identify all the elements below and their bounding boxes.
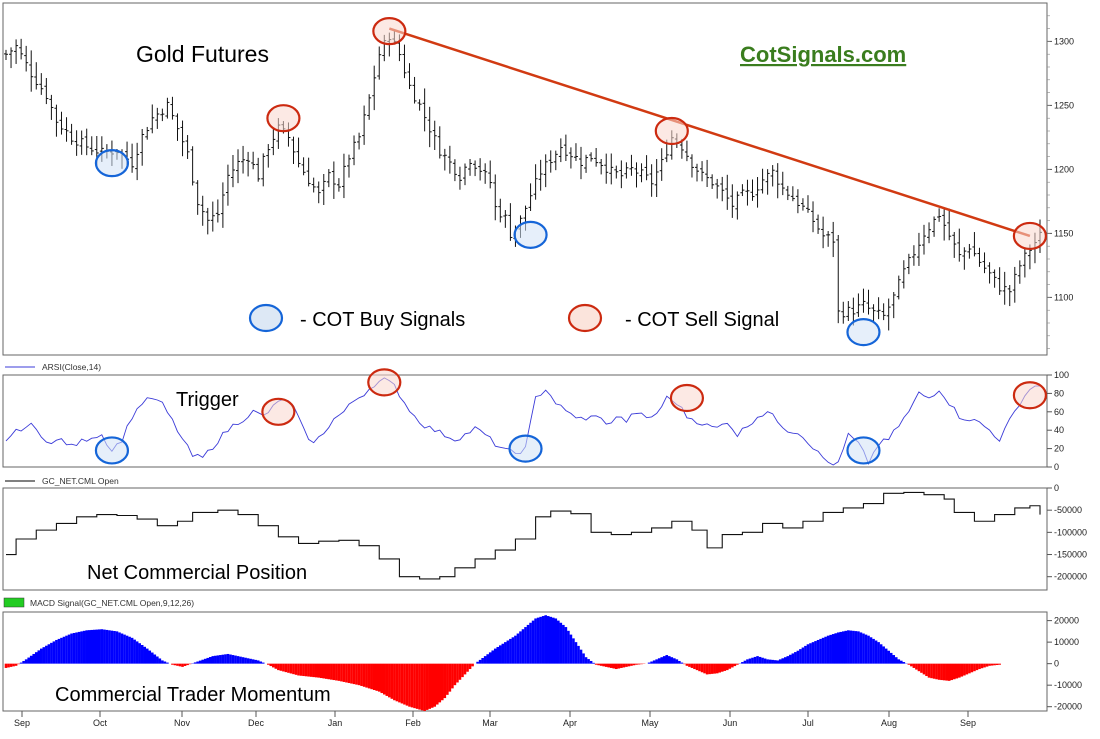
sell-signal-circle xyxy=(654,116,689,146)
legend-buy-label: - COT Buy Signals xyxy=(300,309,465,331)
x-tick-label: Feb xyxy=(405,718,421,728)
y-tick-label: -20000 xyxy=(1054,702,1082,712)
buy-signal-circle xyxy=(513,220,548,249)
macd-layer xyxy=(4,615,1001,711)
x-tick-label: Dec xyxy=(248,718,265,728)
y-tick-label: 0 xyxy=(1054,659,1059,669)
y-tick-label: 20000 xyxy=(1054,616,1079,626)
y-tick-label: -50000 xyxy=(1054,505,1082,515)
y-tick-label: 80 xyxy=(1054,388,1064,398)
sell-signal-circle xyxy=(266,104,301,133)
x-tick-label: Nov xyxy=(174,718,191,728)
y-tick-label: 1250 xyxy=(1054,100,1074,110)
buy-signal-circle xyxy=(846,436,881,465)
sell-signal-circle xyxy=(372,17,407,46)
y-tick-label: -100000 xyxy=(1054,527,1087,537)
sell-signal-circle xyxy=(1012,221,1048,251)
buy-signal-circle xyxy=(94,149,130,178)
chart-title: Gold Futures xyxy=(136,41,269,67)
y-tick-label: 40 xyxy=(1054,425,1064,435)
buy-signal-circle xyxy=(846,318,881,347)
sell-trendline xyxy=(388,27,1031,238)
net-panel-title: GC_NET.CML Open xyxy=(42,476,119,486)
x-tick-label: Mar xyxy=(482,718,498,728)
net-position-layer xyxy=(6,491,1041,580)
sell-signal-circle xyxy=(261,397,296,426)
momentum-label: Commercial Trader Momentum xyxy=(55,684,331,706)
axes-layer: 1300 1250 1200 1150 1100 100 80 60 40 20 0 0 -50000 -… xyxy=(14,15,1087,728)
sell-signal-circle xyxy=(367,368,402,397)
price-panel-frame xyxy=(2,2,1048,356)
x-tick-label: Jan xyxy=(328,718,343,728)
x-tick-label: Oct xyxy=(93,718,108,728)
net-panel-frame xyxy=(2,487,1048,591)
x-tick-label: Apr xyxy=(563,718,577,728)
legend-sell-marker xyxy=(567,303,603,333)
y-tick-label: 1200 xyxy=(1054,164,1074,174)
macd-panel-frame xyxy=(2,611,1048,712)
y-tick-label: 0 xyxy=(1054,483,1059,493)
y-tick-label: 100 xyxy=(1054,370,1069,380)
arsi-panel-frame xyxy=(2,374,1048,468)
y-tick-label: 1100 xyxy=(1054,292,1073,302)
sell-signal-circle xyxy=(669,383,705,413)
y-tick-label: -10000 xyxy=(1054,680,1082,690)
y-tick-label: 20 xyxy=(1054,444,1064,454)
buy-signal-circle xyxy=(508,434,543,463)
watermark-text: CotSignals.com xyxy=(740,42,906,67)
y-tick-label: 10000 xyxy=(1054,637,1079,647)
buy-signal-circle xyxy=(94,436,130,465)
y-tick-label: -200000 xyxy=(1054,572,1087,582)
trigger-label: Trigger xyxy=(176,389,239,411)
macd-panel-title: MACD Signal(GC_NET.CML Open,9,12,26) xyxy=(30,598,194,608)
y-tick-label: 1150 xyxy=(1054,228,1073,238)
arsi-panel-title: ARSI(Close,14) xyxy=(42,362,101,372)
legend-buy-marker xyxy=(248,303,284,333)
y-tick-label: 0 xyxy=(1054,462,1059,472)
y-tick-label: 1300 xyxy=(1054,36,1074,46)
x-tick-label: Jul xyxy=(802,718,814,728)
legend-sell-label: - COT Sell Signal xyxy=(625,309,779,331)
y-tick-label: -150000 xyxy=(1054,550,1087,560)
signal-marks-layer xyxy=(94,17,1048,465)
net-commercial-label: Net Commercial Position xyxy=(87,562,307,584)
x-tick-label: Jun xyxy=(723,718,738,728)
net-position-line xyxy=(6,491,1041,580)
x-tick-label: Sep xyxy=(960,718,976,728)
x-tick-label: Aug xyxy=(881,718,897,728)
x-tick-label: Sep xyxy=(14,718,30,728)
x-tick-label: May xyxy=(641,718,659,728)
macd-legend-swatch xyxy=(3,597,25,608)
y-tick-label: 60 xyxy=(1054,407,1064,417)
sell-signal-circle xyxy=(1012,381,1048,410)
